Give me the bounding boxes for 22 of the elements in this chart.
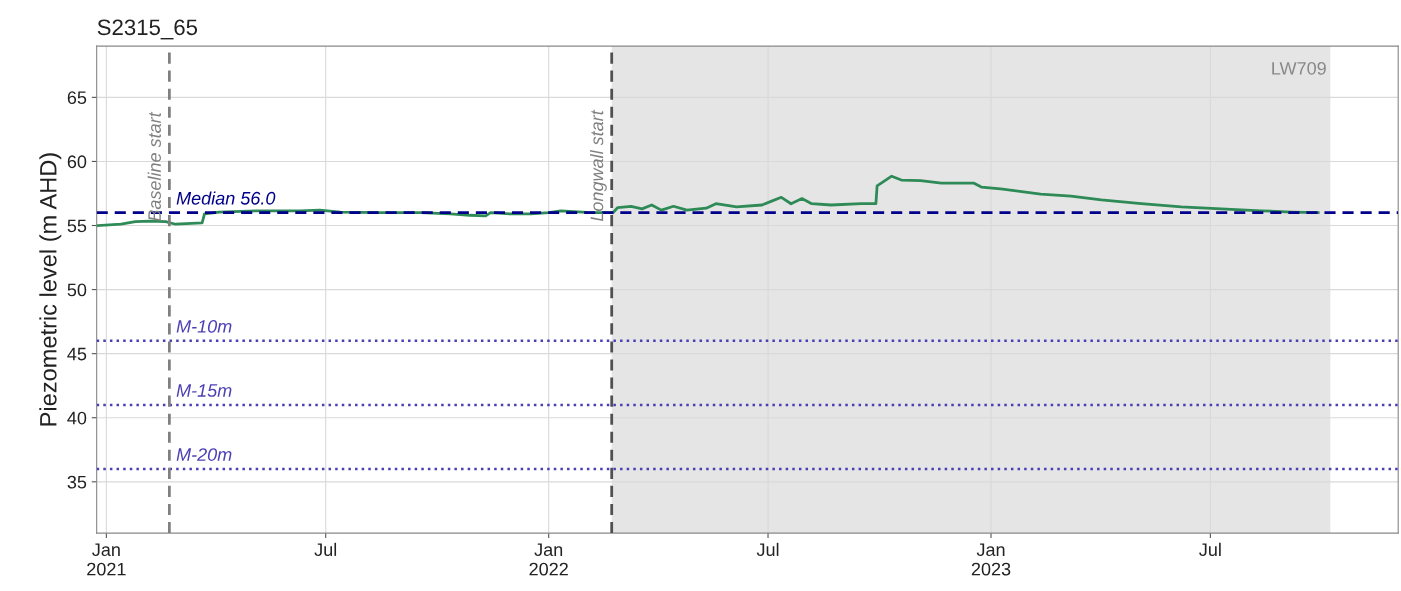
x-tick-label: Jul (1199, 542, 1221, 557)
y-axis-title: Piezometric level (m AHD) (39, 153, 62, 426)
x-tick-label: Jan 2022 (529, 543, 568, 576)
x-tick-label: Jan 2023 (971, 543, 1011, 576)
band-label: LW709 (1272, 61, 1326, 75)
y-tick-label: 60 (67, 155, 87, 169)
x-tick-label: Jul (756, 542, 779, 557)
y-tick-label: 35 (67, 475, 87, 489)
y-tick-label: 40 (67, 411, 87, 425)
x-tick-label: Jul (314, 542, 337, 557)
ref-line-label: Longwall start (590, 109, 607, 222)
y-tick-label: 65 (67, 91, 87, 105)
ref-line-label: M-20m (176, 448, 232, 461)
y-tick-label: 50 (67, 283, 87, 297)
x-tick-label: Jan 2021 (87, 543, 126, 576)
y-tick-label: 45 (67, 347, 87, 361)
ref-line-label: Baseline start (147, 111, 161, 222)
chart-title: S2315_65 (97, 19, 198, 40)
y-tick-label: 55 (67, 219, 87, 233)
ref-line-label: M-10m (176, 320, 232, 333)
ref-line-label: Median 56.0 (176, 191, 276, 205)
ref-line-label: M-15m (176, 384, 232, 397)
